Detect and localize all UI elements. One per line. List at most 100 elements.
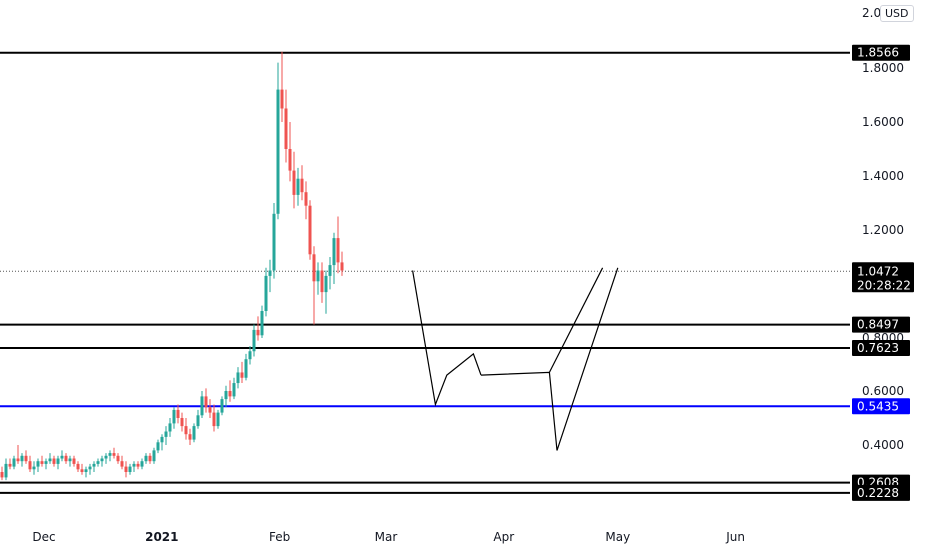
level-label-3: 0.5435 (852, 398, 910, 415)
projection-path-2[interactable] (480, 267, 619, 451)
candle (248, 345, 252, 365)
candle (152, 447, 156, 464)
candle-body (80, 469, 84, 472)
candle (244, 353, 248, 381)
candle (48, 453, 52, 464)
candle (252, 324, 256, 357)
y-tick-label: 1.2000 (862, 223, 904, 237)
last-price-countdown: 20:28:22 (857, 278, 911, 292)
candle (104, 453, 108, 464)
candle (264, 267, 268, 317)
candle-body (300, 178, 304, 193)
candle-body (304, 192, 308, 206)
candle-body (152, 450, 156, 462)
candle (216, 409, 220, 429)
candle (4, 458, 8, 481)
candle (232, 377, 236, 400)
candle (240, 361, 244, 384)
candle (116, 453, 120, 464)
candle-body (104, 455, 108, 459)
candle (100, 455, 104, 467)
candle (60, 450, 64, 462)
candle (24, 450, 28, 464)
last-price-value: 1.0472 (857, 264, 899, 278)
candle-body (276, 89, 280, 214)
price-scale-top: 2.0 (862, 6, 881, 20)
candle-body (124, 466, 128, 472)
candle-body (316, 270, 320, 282)
candle-body (268, 270, 272, 276)
candle-body (60, 455, 64, 459)
candle-body (212, 412, 216, 427)
candle-body (24, 455, 28, 462)
x-tick-label: Feb (269, 530, 290, 544)
candle-body (220, 399, 224, 413)
candle-body (92, 463, 96, 467)
candle (200, 391, 204, 418)
candle (332, 232, 336, 284)
candle (276, 62, 280, 220)
candle-body (260, 311, 264, 336)
candle (168, 418, 172, 437)
candle (284, 89, 288, 163)
candle-body (224, 391, 228, 400)
level-label-1: 0.8497 (852, 316, 910, 333)
candle-body (264, 275, 268, 311)
candle (180, 412, 184, 432)
candle (300, 165, 304, 201)
candle-body (288, 149, 292, 171)
currency-button[interactable]: USD (880, 5, 914, 22)
candle (292, 151, 296, 209)
candle (304, 181, 308, 220)
projection-path-3[interactable] (548, 267, 604, 373)
horizontal-levels-layer (0, 51, 850, 494)
candle (148, 453, 152, 464)
candle-body (180, 418, 184, 427)
candle (220, 396, 224, 416)
candle (328, 257, 332, 290)
level-label-text: 1.8566 (857, 46, 899, 60)
level-label-0: 1.8566 (852, 44, 910, 61)
candle-body (284, 108, 288, 149)
candle (308, 200, 312, 260)
candle-body (232, 383, 236, 397)
candle (72, 455, 76, 467)
candle-body (164, 431, 168, 437)
candle-body (192, 426, 196, 440)
candle-body (8, 463, 12, 467)
candle (324, 270, 328, 314)
projection-path-1[interactable] (412, 270, 482, 407)
candle-body (172, 409, 176, 424)
candle-body (208, 407, 212, 413)
candle (108, 450, 112, 462)
candle (64, 453, 68, 464)
candle (296, 167, 300, 206)
candle-body (44, 461, 48, 464)
candle (196, 409, 200, 429)
candle (52, 455, 56, 467)
candle-body (324, 275, 328, 293)
level-label-box (852, 339, 910, 356)
price-scale-top-label: 2.0 (862, 6, 882, 20)
candle (288, 122, 292, 182)
candle (28, 455, 32, 472)
y-tick-label: 1.6000 (862, 115, 904, 129)
candle-body (156, 442, 160, 451)
candle (0, 466, 4, 481)
candle-body (108, 453, 112, 456)
candle (140, 458, 144, 470)
x-tick-label: Dec (32, 530, 55, 544)
candle-body (52, 458, 56, 464)
candle-body (136, 463, 140, 467)
level-label-text: 0.2228 (857, 486, 899, 500)
candle-body (176, 409, 180, 418)
candle (40, 455, 44, 467)
candle-body (4, 463, 8, 478)
y-tick-label: 0.6000 (862, 384, 904, 398)
candle (212, 404, 216, 432)
candle-body (48, 458, 52, 462)
level-label-2: 0.7623 (852, 339, 910, 356)
candle (224, 385, 228, 408)
